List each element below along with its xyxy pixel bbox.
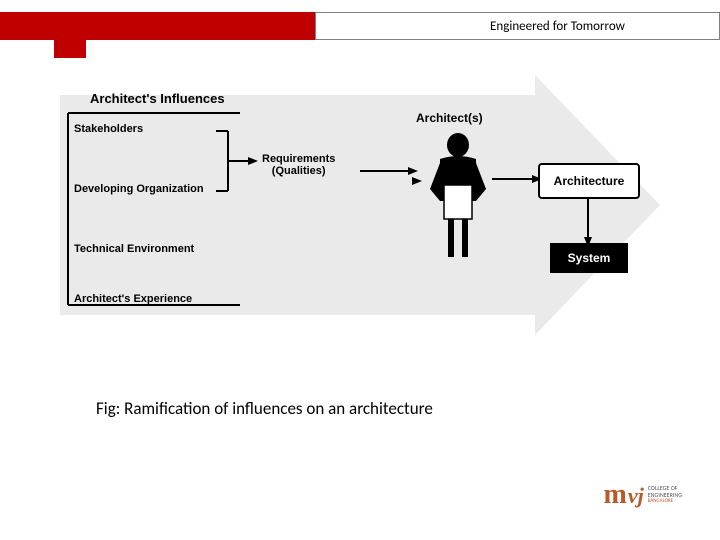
diagram-container: Architect's Influences Stakeholders Deve… bbox=[60, 75, 660, 350]
architecture-box: Architecture bbox=[538, 163, 640, 199]
influence-stakeholders: Stakeholders bbox=[74, 123, 143, 135]
architect-icon bbox=[418, 131, 498, 261]
requirements-label: Requirements (Qualities) bbox=[262, 153, 335, 177]
logo-subtext: COLLEGE OF ENGINEERING BANGALORE bbox=[648, 485, 682, 506]
logo: m vj COLLEGE OF ENGINEERING BANGALORE bbox=[604, 484, 682, 506]
header-bar: Engineered for Tomorrow bbox=[0, 12, 720, 40]
header-accent bbox=[0, 12, 315, 40]
logo-m: m bbox=[604, 484, 624, 506]
logo-line3: BANGALORE bbox=[648, 499, 682, 505]
figure-caption: Fig: Ramification of influences on an ar… bbox=[96, 398, 433, 419]
diagram-lines bbox=[60, 75, 660, 350]
logo-vj: vj bbox=[628, 486, 644, 506]
influence-developing-org: Developing Organization bbox=[74, 183, 204, 195]
header-notch bbox=[54, 40, 86, 58]
influence-experience: Architect's Experience bbox=[74, 293, 192, 305]
system-box: System bbox=[550, 243, 628, 273]
architects-label: Architect(s) bbox=[416, 111, 483, 125]
header-tagline: Engineered for Tomorrow bbox=[315, 12, 720, 40]
influence-technical-env: Technical Environment bbox=[74, 243, 194, 255]
